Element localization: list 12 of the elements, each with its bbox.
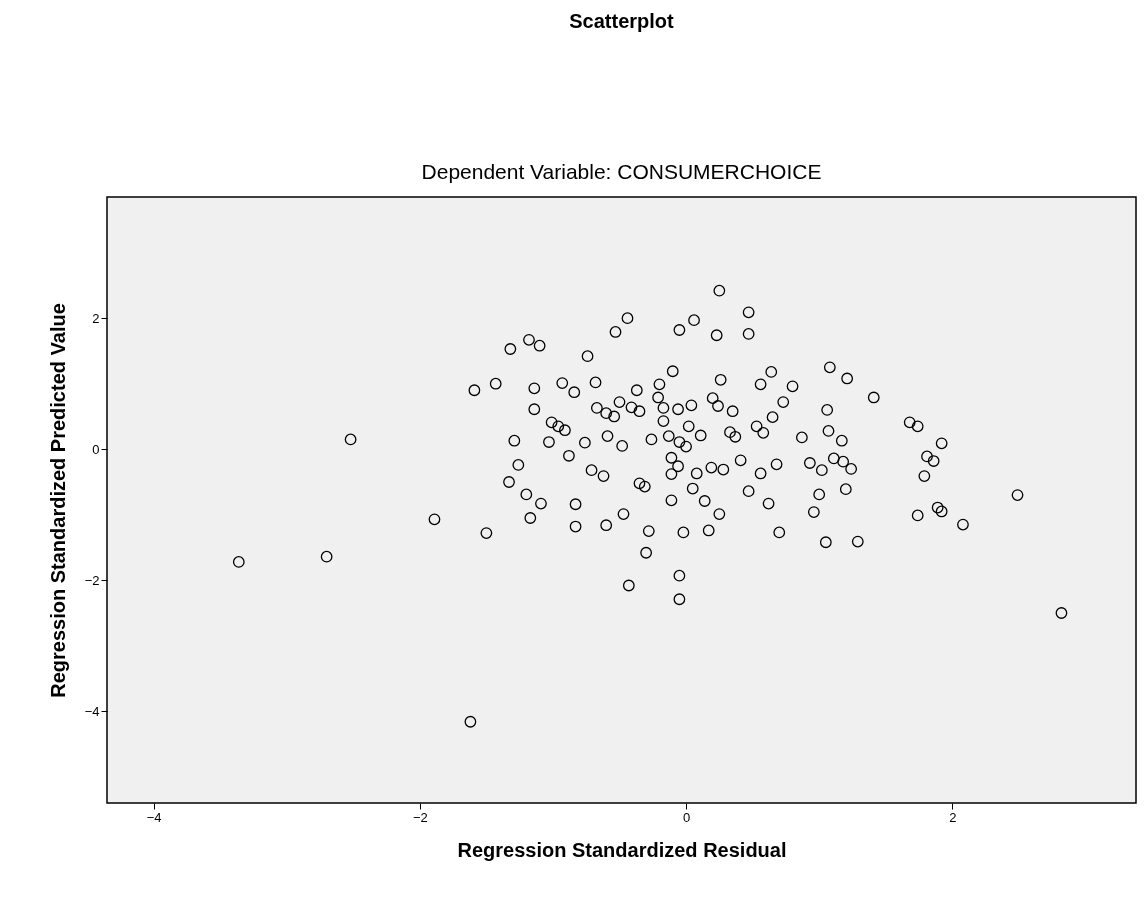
x-axis-title: Regression Standardized Residual bbox=[457, 838, 787, 861]
y-tick-label: −2 bbox=[84, 572, 100, 588]
x-tick-label: −2 bbox=[412, 809, 428, 825]
chart-subtitle: Dependent Variable: CONSUMERCHOICE bbox=[421, 160, 822, 183]
y-tick-label: 2 bbox=[92, 310, 100, 326]
y-tick-label: −4 bbox=[84, 703, 100, 719]
x-tick-label: −4 bbox=[146, 809, 162, 825]
y-axis-title: Regression Standardized Predicted Value bbox=[46, 303, 69, 698]
x-tick-label: 0 bbox=[682, 809, 691, 825]
y-tick-label: 0 bbox=[92, 441, 100, 457]
x-tick-label: 2 bbox=[949, 809, 957, 825]
chart-title: Scatterplot bbox=[569, 10, 675, 32]
